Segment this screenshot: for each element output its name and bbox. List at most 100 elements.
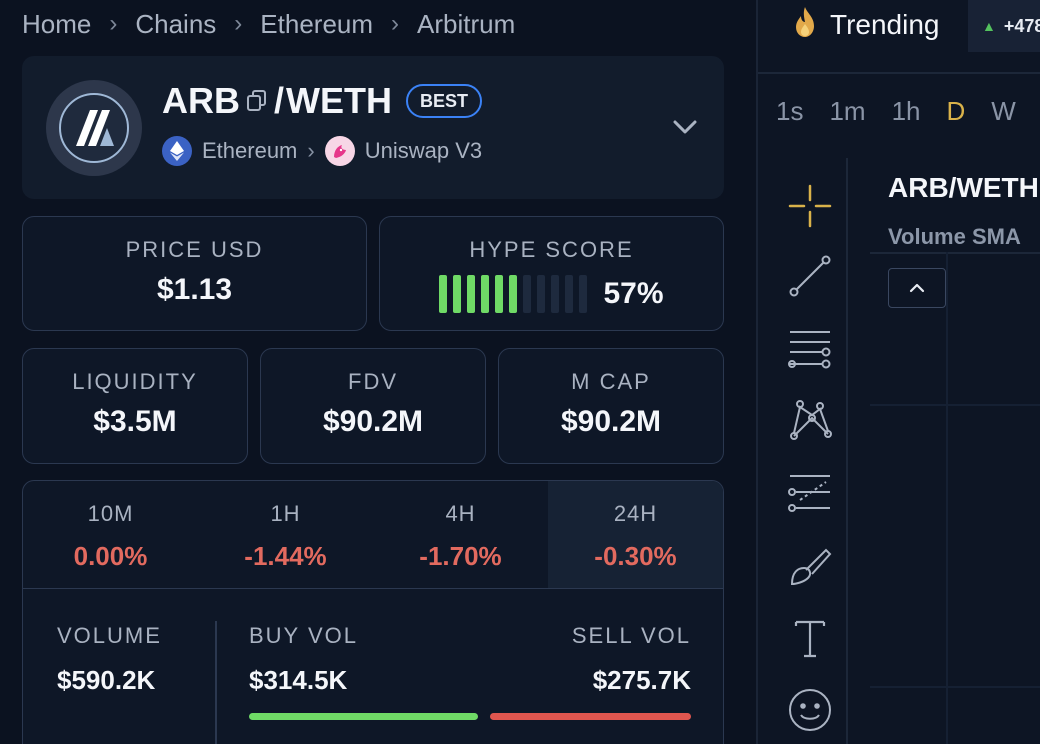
- tab-label: 1H: [270, 501, 301, 526]
- chart-gridline: [870, 404, 1040, 406]
- chevron-up-icon: [909, 283, 925, 293]
- price-usd-value: $1.13: [156, 273, 233, 306]
- chart-divider: [870, 252, 1040, 254]
- dex-name[interactable]: Uniswap V3: [364, 138, 483, 163]
- pattern-tool-icon[interactable]: [784, 394, 836, 446]
- tab-24h[interactable]: 24H -0.30%: [548, 481, 723, 588]
- hype-bar: [579, 275, 588, 313]
- timeframe-tabs: 10M 0.00% 1H -1.44% 4H -1.70% 24H -0.30%: [23, 481, 723, 589]
- hype-bar: [509, 275, 518, 313]
- breadcrumb-arbitrum[interactable]: Arbitrum: [417, 8, 516, 39]
- triangle-up-icon: ▲: [982, 18, 996, 34]
- price-change-box: 10M 0.00% 1H -1.44% 4H -1.70% 24H -0.30%: [22, 480, 724, 744]
- buy-volume-stat: BUY VOL $314.5K: [249, 623, 358, 696]
- fdv-label: FDV: [348, 369, 398, 394]
- hype-bar: [467, 275, 476, 313]
- chart-panel: Trending ▲ +478 1s 1m 1h D W: [758, 0, 1040, 744]
- trend-line-tool-icon[interactable]: [784, 250, 836, 302]
- liquidity-label: LIQUIDITY: [72, 369, 198, 394]
- hype-bar: [439, 275, 448, 313]
- copy-icon[interactable]: [246, 80, 268, 122]
- crosshair-tool-icon[interactable]: [784, 180, 836, 232]
- emoji-tool-icon[interactable]: [784, 684, 836, 736]
- hype-score-box: HYPE SCORE 57%: [379, 216, 724, 331]
- tab-label: 10M: [87, 501, 134, 526]
- tab-label: 24H: [613, 501, 658, 526]
- liquidity-box: LIQUIDITY $3.5M: [22, 348, 248, 464]
- tab-1h[interactable]: 1H -1.44%: [198, 481, 373, 588]
- hype-bar: [551, 275, 560, 313]
- brush-tool-icon[interactable]: [784, 540, 836, 592]
- interval-1s[interactable]: 1s: [776, 96, 804, 126]
- chain-dex-row: Ethereum › Uniswap V3: [162, 136, 482, 166]
- chain-name[interactable]: Ethereum: [202, 138, 298, 163]
- chevron-down-icon[interactable]: [670, 112, 700, 142]
- collapse-indicators-button[interactable]: [888, 268, 946, 308]
- chart-title: ARB/WETH: [888, 172, 1039, 203]
- tab-label: 4H: [445, 501, 476, 526]
- buy-volume-label: BUY VOL: [249, 623, 358, 648]
- tab-4h[interactable]: 4H -1.70%: [373, 481, 548, 588]
- pair-info-panel: Home › Chains › Ethereum › Arbitrum ARB: [22, 8, 724, 744]
- chevron-right-icon: ›: [234, 10, 243, 37]
- buy-volume-value: $314.5K: [249, 665, 348, 695]
- flame-icon: [792, 6, 818, 45]
- hype-score-bars: [439, 275, 588, 313]
- chevron-right-icon: ›: [109, 10, 118, 37]
- breadcrumb-chains[interactable]: Chains: [135, 8, 217, 39]
- toolbar-divider: [846, 158, 848, 744]
- pair-name: ARB / WETH BEST: [162, 80, 483, 122]
- chevron-right-icon: ›: [391, 10, 400, 37]
- fdv-box: FDV $90.2M: [260, 348, 486, 464]
- market-cap-label: M CAP: [571, 369, 651, 394]
- token-header-card[interactable]: ARB / WETH BEST Ether: [22, 56, 724, 199]
- interval-w[interactable]: W: [991, 96, 1016, 126]
- hype-bar: [495, 275, 504, 313]
- buy-volume-bar: [249, 713, 478, 720]
- text-tool-icon[interactable]: [784, 612, 836, 664]
- quote-token: WETH: [286, 80, 392, 121]
- chart-gridline: [946, 252, 948, 744]
- panel-divider: [756, 0, 758, 744]
- tab-change-value: 0.00%: [73, 541, 148, 571]
- tab-change-value: -1.70%: [419, 541, 502, 571]
- uniswap-icon: [324, 136, 355, 166]
- trending-chip-value: +478: [1003, 15, 1040, 36]
- divider: [215, 621, 217, 744]
- trending-label: Trending: [830, 9, 940, 40]
- price-usd-box: PRICE USD $1.13: [22, 216, 367, 331]
- hype-bar: [537, 275, 546, 313]
- hype-score-value: 57%: [603, 277, 664, 310]
- market-cap-box: M CAP $90.2M: [498, 348, 724, 464]
- fdv-value: $90.2M: [322, 405, 424, 438]
- fib-lines-tool-icon[interactable]: [784, 322, 836, 374]
- hype-bar: [453, 275, 462, 313]
- tab-10m[interactable]: 10M 0.00%: [23, 481, 198, 588]
- trending-header[interactable]: Trending: [792, 6, 939, 44]
- best-badge: BEST: [406, 84, 483, 118]
- interval-1h[interactable]: 1h: [891, 96, 921, 126]
- sell-volume-label: SELL VOL: [571, 623, 691, 648]
- volume-label: VOLUME: [57, 623, 162, 648]
- breadcrumb-home[interactable]: Home: [22, 8, 92, 39]
- price-usd-label: PRICE USD: [125, 237, 264, 262]
- tab-change-value: -1.44%: [244, 541, 327, 571]
- interval-1m[interactable]: 1m: [829, 96, 866, 126]
- base-token: ARB: [162, 80, 240, 121]
- interval-d[interactable]: D: [946, 96, 966, 126]
- volume-value: $590.2K: [57, 665, 156, 695]
- hype-bar: [523, 275, 532, 313]
- sell-volume-bar: [490, 713, 691, 720]
- market-cap-value: $90.2M: [560, 405, 662, 438]
- trending-chip[interactable]: ▲ +478: [968, 0, 1040, 52]
- hype-score-label: HYPE SCORE: [469, 237, 634, 262]
- breadcrumb-ethereum[interactable]: Ethereum: [260, 8, 374, 39]
- interval-selector: 1s 1m 1h D W: [776, 96, 1016, 127]
- chart-indicator-label: Volume SMA: [888, 224, 1021, 249]
- projection-tool-icon[interactable]: [784, 466, 836, 518]
- sell-volume-stat: SELL VOL $275.7K: [572, 623, 691, 696]
- pair-separator: /: [274, 80, 285, 121]
- chevron-right-icon: ›: [307, 138, 315, 163]
- chart-gridline: [870, 686, 1040, 688]
